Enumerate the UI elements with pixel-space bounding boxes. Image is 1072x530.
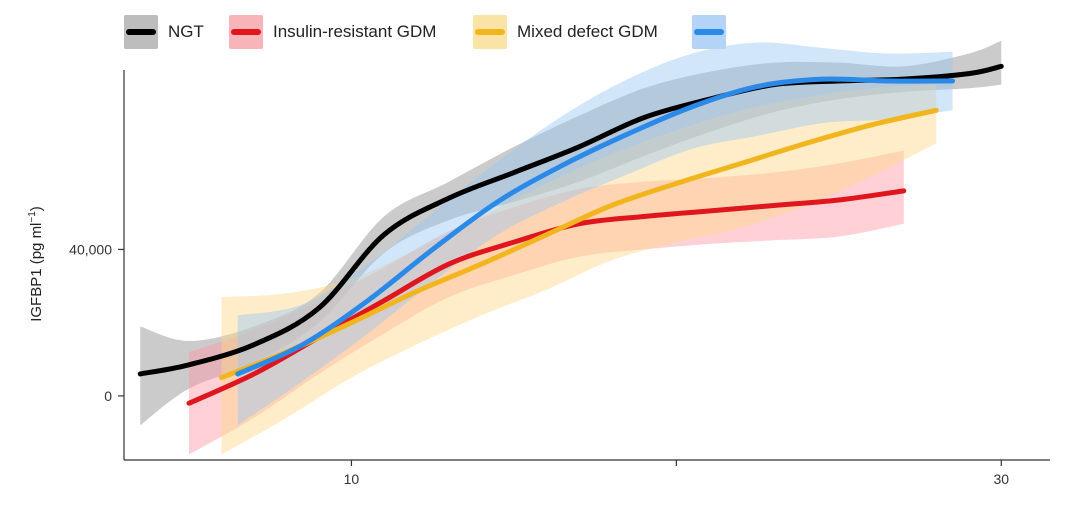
x-tick-label: 30 [993, 471, 1009, 487]
legend-line-sample [694, 29, 724, 35]
legend-label: Insulin-resistant GDM [273, 22, 437, 41]
legend-item-2: Insulin-resistant GDM [229, 14, 436, 50]
legend-line-sample [231, 29, 261, 35]
legend-item-3: Mixed defect GDM [473, 14, 658, 50]
axes [123, 70, 1050, 461]
legend-swatch [692, 15, 726, 49]
series-line-4 [235, 76, 956, 377]
legend-item-4 [692, 14, 726, 50]
legend-swatch [229, 15, 263, 49]
series-line-3 [218, 107, 939, 381]
x-tick-label: 10 [344, 471, 360, 487]
y-axis-title: IGFBP1 (pg ml−1) [27, 206, 45, 322]
confidence-band-series-3 [221, 84, 937, 455]
legend-item-1: NGT [124, 14, 204, 50]
legend-swatch [473, 15, 507, 49]
legend-swatch [124, 15, 158, 49]
confidence-band-series-2 [188, 150, 904, 455]
legend-label: Mixed defect GDM [517, 22, 658, 41]
legend-line-sample [475, 29, 505, 35]
legend-line-sample [126, 29, 156, 35]
y-tick-label: 40,000 [69, 241, 112, 257]
series-lines [137, 63, 1004, 406]
confidence-bands [140, 40, 1002, 455]
legend-label: NGT [168, 22, 204, 41]
axis-ticks: 10 30 0 40,000 [69, 241, 1009, 487]
y-tick-label: 0 [104, 388, 112, 404]
